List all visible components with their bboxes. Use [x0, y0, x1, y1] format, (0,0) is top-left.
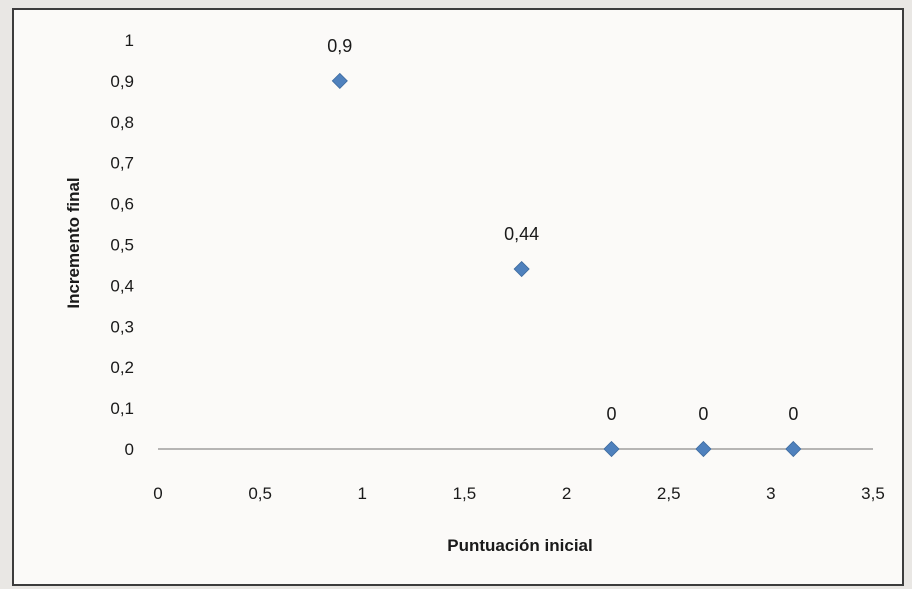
y-tick-label: 0,5 — [110, 236, 134, 255]
x-tick-label: 3 — [766, 484, 775, 503]
data-point-marker — [696, 442, 711, 457]
data-point-label: 0 — [607, 404, 617, 424]
y-tick-label: 0,9 — [110, 72, 134, 91]
data-point-marker — [604, 442, 619, 457]
x-tick-label: 0,5 — [248, 484, 272, 503]
y-tick-label: 0,2 — [110, 358, 134, 377]
y-tick-label: 1 — [125, 31, 134, 50]
x-tick-label: 1 — [358, 484, 367, 503]
x-tick-label: 1,5 — [453, 484, 477, 503]
y-axis-title: Incremento final — [64, 177, 83, 308]
y-tick-label: 0,7 — [110, 154, 134, 173]
y-tick-label: 0,6 — [110, 195, 134, 214]
x-axis-title: Puntuación inicial — [447, 536, 592, 555]
x-tick-label: 0 — [153, 484, 162, 503]
x-tick-label: 3,5 — [861, 484, 885, 503]
data-labels: 0,9 0,44 0 0 0 — [327, 36, 798, 424]
y-tick-label: 0,1 — [110, 399, 134, 418]
data-point-label: 0,9 — [327, 36, 352, 56]
y-tick-label: 0,4 — [110, 276, 134, 295]
y-tick-label: 0,3 — [110, 317, 134, 336]
data-points — [332, 73, 801, 456]
x-tick-label: 2 — [562, 484, 571, 503]
x-axis-ticks: 0 0,5 1 1,5 2 2,5 3 3,5 — [153, 484, 885, 503]
data-point-label: 0 — [698, 404, 708, 424]
data-point-label: 0 — [788, 404, 798, 424]
data-point-marker — [514, 262, 529, 277]
x-tick-label: 2,5 — [657, 484, 681, 503]
y-tick-label: 0 — [125, 440, 134, 459]
data-point-label: 0,44 — [504, 224, 539, 244]
y-axis-ticks: 0 0,1 0,2 0,3 0,4 0,5 0,6 0,7 0,8 0,9 1 — [110, 31, 134, 459]
data-point-marker — [332, 73, 347, 88]
y-tick-label: 0,8 — [110, 113, 134, 132]
data-point-marker — [786, 442, 801, 457]
